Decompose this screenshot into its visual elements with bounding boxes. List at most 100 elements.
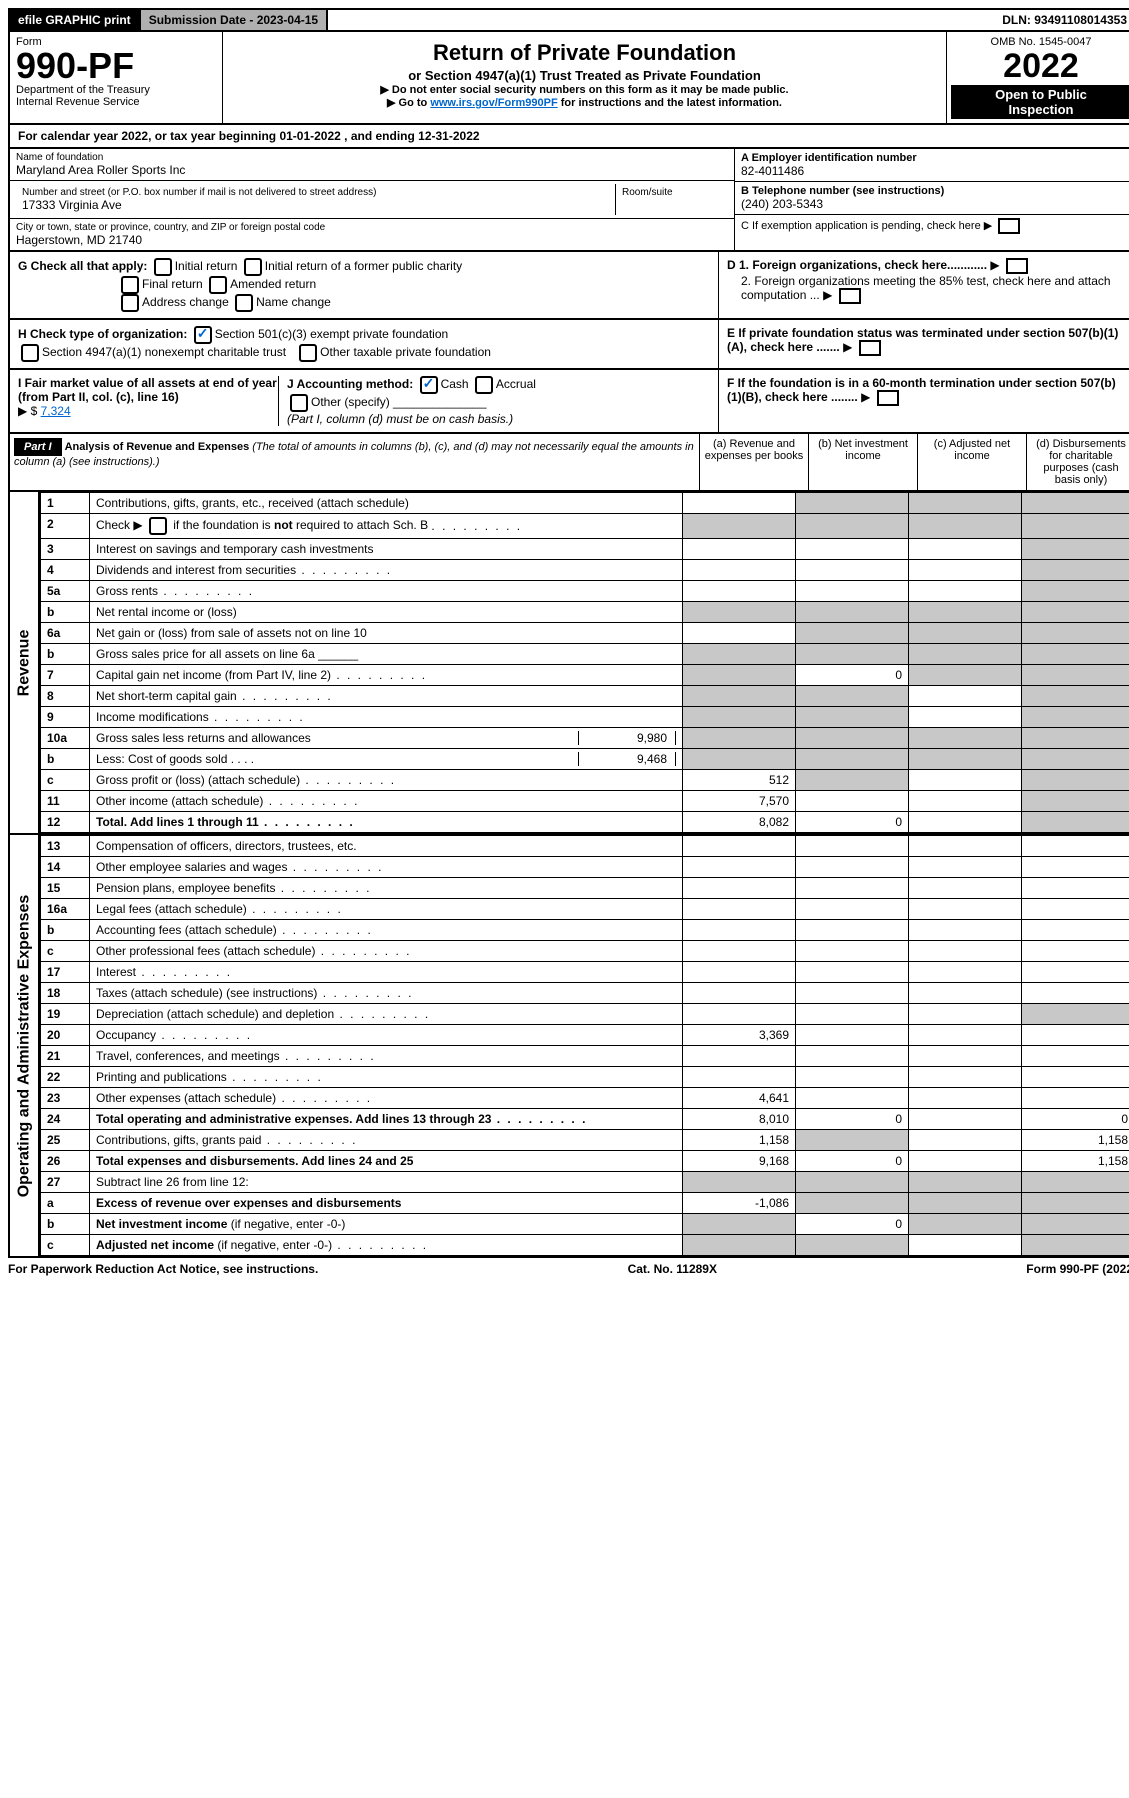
initial-former-checkbox[interactable]	[244, 258, 262, 276]
section-i-j-f: I Fair market value of all assets at end…	[8, 370, 1129, 434]
revenue-table: 1Contributions, gifts, grants, etc., rec…	[40, 492, 1129, 833]
table-row: 10aGross sales less returns and allowanc…	[41, 728, 1129, 749]
cat-no: Cat. No. 11289X	[628, 1262, 717, 1276]
expenses-tab: Operating and Administrative Expenses	[10, 835, 40, 1256]
table-row: 2Check ▶ if the foundation is not requir…	[41, 514, 1129, 539]
header-left: Form 990-PF Department of the Treasury I…	[10, 32, 223, 123]
table-row: bNet rental income or (loss)	[41, 602, 1129, 623]
table-row: 20Occupancy3,369	[41, 1025, 1129, 1046]
ein-label: A Employer identification number	[741, 152, 1129, 164]
f-label: F If the foundation is in a 60-month ter…	[727, 376, 1116, 404]
table-row: 12Total. Add lines 1 through 118,0820	[41, 812, 1129, 833]
table-row: bGross sales price for all assets on lin…	[41, 644, 1129, 665]
d1-checkbox[interactable]	[1006, 258, 1028, 274]
name-change-checkbox[interactable]	[235, 294, 253, 312]
accrual-checkbox[interactable]	[475, 376, 493, 394]
top-bar: efile GRAPHIC print Submission Date - 20…	[8, 8, 1129, 32]
ein: 82-4011486	[741, 164, 1129, 178]
form-number: 990-PF	[16, 48, 216, 84]
e-checkbox[interactable]	[859, 340, 881, 356]
4947-checkbox[interactable]	[21, 344, 39, 362]
revenue-section: Revenue 1Contributions, gifts, grants, e…	[8, 492, 1129, 835]
501c3-checkbox[interactable]	[194, 326, 212, 344]
j-label: J Accounting method:	[287, 378, 413, 392]
table-row: 24Total operating and administrative exp…	[41, 1109, 1129, 1130]
form-header: Form 990-PF Department of the Treasury I…	[8, 32, 1129, 125]
street-address: 17333 Virginia Ave	[22, 198, 609, 212]
header-right: OMB No. 1545-0047 2022 Open to PublicIns…	[946, 32, 1129, 123]
phone: (240) 203-5343	[741, 197, 1129, 211]
table-row: cOther professional fees (attach schedul…	[41, 941, 1129, 962]
table-row: 17Interest	[41, 962, 1129, 983]
dln: DLN: 93491108014353	[994, 10, 1129, 30]
table-row: 1Contributions, gifts, grants, etc., rec…	[41, 493, 1129, 514]
table-row: 4Dividends and interest from securities	[41, 560, 1129, 581]
dept: Department of the Treasury	[16, 84, 216, 96]
j-note: (Part I, column (d) must be on cash basi…	[287, 412, 513, 426]
table-row: 19Depreciation (attach schedule) and dep…	[41, 1004, 1129, 1025]
address-change-checkbox[interactable]	[121, 294, 139, 312]
pending-label: C If exemption application is pending, c…	[741, 220, 981, 232]
table-row: cGross profit or (loss) (attach schedule…	[41, 770, 1129, 791]
table-row: 26Total expenses and disbursements. Add …	[41, 1151, 1129, 1172]
instructions-link[interactable]: www.irs.gov/Form990PF	[430, 97, 557, 109]
arrow-icon: ▶	[984, 220, 992, 232]
col-b-header: (b) Net investment income	[809, 434, 918, 490]
i-label: I Fair market value of all assets at end…	[18, 376, 277, 404]
final-return-checkbox[interactable]	[121, 276, 139, 294]
d1-label: D 1. Foreign organizations, check here..…	[727, 259, 987, 273]
amended-checkbox[interactable]	[209, 276, 227, 294]
expenses-section: Operating and Administrative Expenses 13…	[8, 835, 1129, 1258]
revenue-tab: Revenue	[10, 492, 40, 833]
section-g-d: G Check all that apply: Initial return I…	[8, 252, 1129, 320]
table-row: 7Capital gain net income (from Part IV, …	[41, 665, 1129, 686]
table-row: 3Interest on savings and temporary cash …	[41, 539, 1129, 560]
room-label: Room/suite	[622, 187, 722, 198]
phone-label: B Telephone number (see instructions)	[741, 185, 1129, 197]
schb-checkbox[interactable]	[149, 517, 167, 535]
foundation-name: Maryland Area Roller Sports Inc	[16, 163, 728, 177]
table-row: 6aNet gain or (loss) from sale of assets…	[41, 623, 1129, 644]
col-a-header: (a) Revenue and expenses per books	[700, 434, 809, 490]
ssn-note: ▶ Do not enter social security numbers o…	[229, 83, 940, 96]
name-label: Name of foundation	[16, 152, 728, 163]
table-row: 14Other employee salaries and wages	[41, 857, 1129, 878]
table-row: 9Income modifications	[41, 707, 1129, 728]
h-label: H Check type of organization:	[18, 328, 187, 342]
header-center: Return of Private Foundation or Section …	[223, 32, 946, 123]
f-checkbox[interactable]	[877, 390, 899, 406]
table-row: 15Pension plans, employee benefits	[41, 878, 1129, 899]
form-ref: Form 990-PF (2022)	[1026, 1262, 1129, 1276]
table-row: 18Taxes (attach schedule) (see instructi…	[41, 983, 1129, 1004]
table-row: cAdjusted net income (if negative, enter…	[41, 1235, 1129, 1256]
table-row: 23Other expenses (attach schedule)4,641	[41, 1088, 1129, 1109]
other-taxable-checkbox[interactable]	[299, 344, 317, 362]
part1-header: Part I Analysis of Revenue and Expenses …	[8, 434, 1129, 492]
section-h-e: H Check type of organization: Section 50…	[8, 320, 1129, 370]
addr-label: Number and street (or P.O. box number if…	[22, 187, 609, 198]
fmv-value[interactable]: 7,324	[41, 404, 71, 418]
form-subtitle: or Section 4947(a)(1) Trust Treated as P…	[229, 68, 940, 83]
pending-checkbox[interactable]	[998, 218, 1020, 234]
table-row: 27Subtract line 26 from line 12:	[41, 1172, 1129, 1193]
d2-label: 2. Foreign organizations meeting the 85%…	[741, 274, 1111, 302]
table-row: bAccounting fees (attach schedule)	[41, 920, 1129, 941]
part1-label: Part I	[14, 438, 62, 456]
other-method-checkbox[interactable]	[290, 394, 308, 412]
g-label: G Check all that apply:	[18, 260, 147, 274]
irs: Internal Revenue Service	[16, 96, 216, 108]
initial-return-checkbox[interactable]	[154, 258, 172, 276]
table-row: bLess: Cost of goods sold . . . .9,468	[41, 749, 1129, 770]
submission-date: Submission Date - 2023-04-15	[141, 10, 328, 30]
city-state-zip: Hagerstown, MD 21740	[16, 233, 728, 247]
d2-checkbox[interactable]	[839, 288, 861, 304]
cash-checkbox[interactable]	[420, 376, 438, 394]
paperwork-notice: For Paperwork Reduction Act Notice, see …	[8, 1262, 318, 1276]
table-row: 21Travel, conferences, and meetings	[41, 1046, 1129, 1067]
e-label: E If private foundation status was termi…	[727, 326, 1118, 354]
entity-block: Name of foundation Maryland Area Roller …	[8, 149, 1129, 252]
table-row: aExcess of revenue over expenses and dis…	[41, 1193, 1129, 1214]
table-row: 22Printing and publications	[41, 1067, 1129, 1088]
table-row: bNet investment income (if negative, ent…	[41, 1214, 1129, 1235]
table-row: 16aLegal fees (attach schedule)	[41, 899, 1129, 920]
